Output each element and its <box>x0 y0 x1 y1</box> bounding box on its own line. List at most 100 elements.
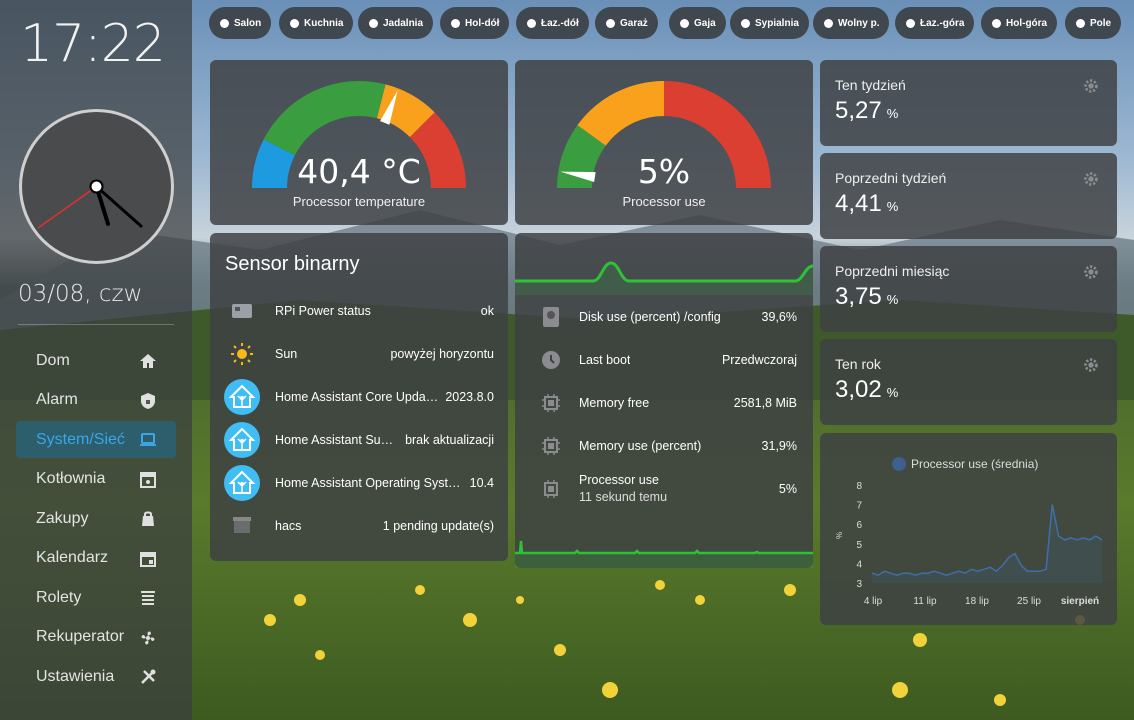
room-chip-label: Łaz.-dół <box>541 17 579 29</box>
chart-legend[interactable]: Processor use (średnia) <box>892 457 1038 471</box>
entity-name: Home Assistant Core Upda… <box>275 390 439 404</box>
sidebar-item-alarm[interactable]: Alarm <box>16 382 176 419</box>
status-dot-icon <box>680 18 689 28</box>
entity-name: Processor use <box>579 473 659 487</box>
sidebar-item-system-sieć[interactable]: System/Sieć <box>16 421 176 458</box>
entity-name: hacs <box>275 519 302 533</box>
room-chip[interactable]: Pole <box>1065 7 1122 39</box>
room-chip[interactable]: Sypialnia <box>730 7 809 39</box>
calendar-icon <box>140 551 156 567</box>
room-chip[interactable]: Garaż <box>595 7 658 39</box>
room-chip[interactable]: Łaz.-góra <box>895 7 975 39</box>
entity-value: 10.4 <box>469 476 494 490</box>
sidebar: 17:22 03/08, czw Dom Alarm System/Sieć Kotł… <box>0 0 192 720</box>
status-dot-icon <box>451 18 460 28</box>
entity-row[interactable]: RPi Power status ok <box>224 291 494 331</box>
entity-icon-wrap <box>224 508 260 544</box>
gear-icon <box>1084 172 1098 186</box>
room-chip-label: Wolny p. <box>838 17 880 29</box>
entity-row[interactable]: Memory use (percent) 31,9% <box>533 426 797 466</box>
entity-name: Disk use (percent) /config <box>579 310 721 324</box>
gauge-segment-blue <box>252 139 295 188</box>
entity-row[interactable]: Home Assistant Operating Syst… 10.4 <box>224 463 494 503</box>
sidebar-item-rekuperator[interactable]: Rekuperator <box>16 619 176 656</box>
status-dot-icon <box>1076 18 1085 28</box>
status-dot-icon <box>220 18 229 28</box>
entity-row[interactable]: Last boot Przedwczoraj <box>533 340 797 380</box>
sidebar-nav: Dom Alarm System/Sieć Kotłownia Zakupy Kalend… <box>16 342 176 698</box>
sun-icon <box>231 343 253 365</box>
gear-icon <box>1084 358 1098 372</box>
system-card: Disk use (percent) /config 39,6% Last boot… <box>515 233 813 568</box>
sidebar-item-rolety[interactable]: Rolety <box>16 579 176 616</box>
disk-history-sparkline[interactable] <box>515 233 813 295</box>
furnace-icon <box>140 471 156 488</box>
statistic-card[interactable]: Ten rok 3,02% <box>820 339 1117 425</box>
x-tick-label: 25 lip <box>1017 596 1041 607</box>
statistic-title: Poprzedni miesiąc <box>835 263 950 279</box>
laptop-icon <box>140 433 156 446</box>
room-chip[interactable]: Gaja <box>669 7 726 39</box>
entity-row[interactable]: Memory free 2581,8 MiB <box>533 383 797 423</box>
status-dot-icon <box>290 18 299 28</box>
cpu-gauge <box>557 81 771 188</box>
entity-value: 5% <box>778 482 797 496</box>
blinds-icon <box>141 591 155 605</box>
cpu-history-sparkline[interactable] <box>515 533 813 568</box>
cpu-history-chart: 3 4 5 6 7 8% 4 lip 11 lip 18 lip 25 lip sierpień <box>835 481 1103 607</box>
sidebar-item-kotłownia[interactable]: Kotłownia <box>16 461 176 498</box>
gauge-segment-orange <box>577 81 664 146</box>
entity-row[interactable]: 11 sekund temu Processor use 5% <box>533 469 797 509</box>
room-chip[interactable]: Salon <box>209 7 272 39</box>
sidebar-item-kalendarz[interactable]: Kalendarz <box>16 540 176 577</box>
entity-row[interactable]: Disk use (percent) /config 39,6% <box>533 297 797 337</box>
cpu-value: 5% <box>637 152 691 191</box>
room-chip[interactable]: Wolny p. <box>813 7 890 39</box>
entity-value: brak aktualizacji <box>405 433 494 447</box>
shield-icon <box>141 392 155 409</box>
entity-icon-wrap <box>533 342 569 378</box>
room-chip[interactable]: Hol-góra <box>981 7 1058 39</box>
entity-row[interactable]: Sun powyżej horyzontu <box>224 334 494 374</box>
temperature-gauge-card[interactable]: 40,4 °C Processor temperature <box>210 60 508 225</box>
series-line <box>871 504 1103 577</box>
room-chip-label: Sypialnia <box>755 17 799 29</box>
entity-name: Memory free <box>579 396 650 410</box>
entity-value: 2581,8 MiB <box>733 396 797 410</box>
room-chip-label: Kuchnia <box>304 17 344 29</box>
room-chip[interactable]: Hol-dół <box>440 7 510 39</box>
entity-row[interactable]: Home Assistant Su… brak aktualizacji <box>224 420 494 460</box>
entity-row[interactable]: hacs 1 pending update(s) <box>224 506 494 546</box>
sidebar-item-label: Zakupy <box>36 509 89 527</box>
entity-secondary: 11 sekund temu <box>579 490 668 504</box>
sidebar-item-ustawienia[interactable]: Ustawienia <box>16 658 176 695</box>
statistic-card[interactable]: Ten tydzień 5,27% <box>820 60 1117 146</box>
room-chip-label: Hol-góra <box>1006 17 1048 29</box>
statistic-card[interactable]: Poprzedni miesiąc 3,75% <box>820 246 1117 332</box>
statistic-card[interactable]: Poprzedni tydzień 4,41% <box>820 153 1117 239</box>
clock-minute-hand <box>95 185 143 228</box>
room-chip-label: Łaz.-góra <box>920 17 965 29</box>
entity-row[interactable]: Home Assistant Core Upda… 2023.8.0 <box>224 377 494 417</box>
room-chip[interactable]: Jadalnia <box>358 7 434 39</box>
statistic-value: 4,41% <box>835 190 898 218</box>
sidebar-item-label: Dom <box>36 351 70 369</box>
sidebar-item-dom[interactable]: Dom <box>16 342 176 379</box>
clock-second-hand <box>37 185 97 229</box>
cpu-gauge-card[interactable]: 5% Processor use <box>515 60 813 225</box>
status-dot-icon <box>369 18 378 28</box>
gauge-needle <box>380 90 398 125</box>
entity-value: ok <box>480 304 494 318</box>
legend-swatch <box>892 457 906 471</box>
room-chip[interactable]: Kuchnia <box>279 7 354 39</box>
cpu-history-chart-card: Processor use (średnia) 3 4 5 6 7 8% 4 lip 11 l… <box>820 433 1117 625</box>
entity-icon-wrap <box>533 428 569 464</box>
entity-icon-wrap <box>533 299 569 335</box>
statistic-title: Poprzedni tydzień <box>835 170 947 186</box>
room-chip[interactable]: Łaz.-dół <box>516 7 589 39</box>
sidebar-item-zakupy[interactable]: Zakupy <box>16 500 176 537</box>
status-dot-icon <box>606 18 615 28</box>
y-axis-label: % <box>835 532 844 539</box>
room-chips: Salon Kuchnia Jadalnia Hol-dół Łaz.-dół Garaż… <box>209 6 1129 40</box>
gear-icon <box>1084 265 1098 279</box>
